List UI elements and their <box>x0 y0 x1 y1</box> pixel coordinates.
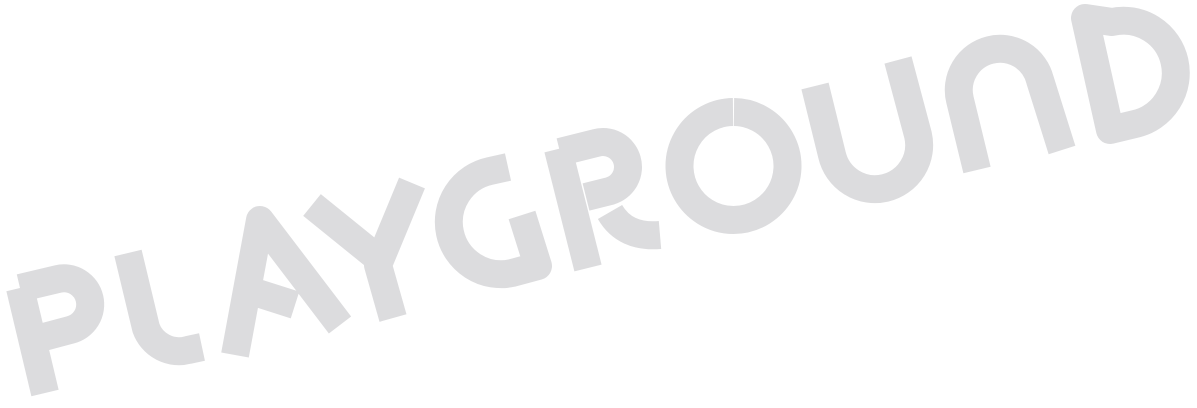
logo-letter-r-stroke-2 <box>556 128 642 211</box>
logo-letter-a-stroke-1 <box>221 206 352 358</box>
logo-letter-a <box>221 206 352 358</box>
logo-letter-p-stroke-2 <box>16 264 105 352</box>
logo-letter-a-stroke-2 <box>243 276 300 319</box>
logo-letter-o <box>665 98 802 234</box>
logo-letter-r-stroke-3 <box>597 204 662 250</box>
logo-letter-r <box>544 128 662 272</box>
logo-letter-u <box>801 56 934 204</box>
logo-letter-y-stroke-1 <box>303 194 389 271</box>
logo-letter-d <box>1071 4 1190 144</box>
logo-letter-u-stroke-1 <box>801 56 934 204</box>
logo-letter-p-stroke-1 <box>6 284 59 397</box>
logo-letter-o-stroke-1 <box>665 98 802 234</box>
logo-letter-n <box>944 34 1076 174</box>
logo-letter-g <box>434 153 552 289</box>
logo-letter-l-stroke-1 <box>114 249 205 366</box>
logo-letter-y <box>303 177 425 322</box>
logo-letter-n-stroke-1 <box>944 34 1076 174</box>
logo-letter-r-stroke-1 <box>544 145 602 272</box>
logo-letter-g-stroke-1 <box>434 153 552 289</box>
logo-letter-y-stroke-2 <box>364 177 425 322</box>
logo-letter-d-stroke-1 <box>1071 4 1190 144</box>
logo-letter-l <box>114 249 205 366</box>
logo-letter-p <box>6 264 105 397</box>
